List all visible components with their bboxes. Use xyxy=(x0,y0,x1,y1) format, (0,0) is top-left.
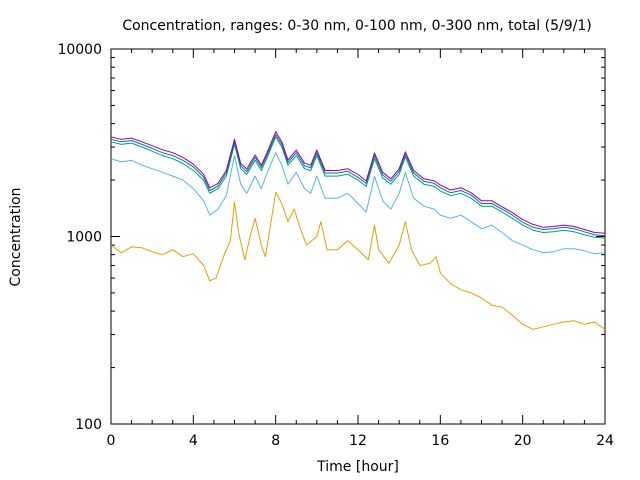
y-tick-label: 10000 xyxy=(57,42,102,58)
series-line-1 xyxy=(110,191,606,330)
x-tick-label: 24 xyxy=(596,433,614,449)
x-tick-label: 0 xyxy=(107,433,116,449)
x-tick-label: 8 xyxy=(271,433,280,449)
series-line-3 xyxy=(110,136,606,239)
x-tick-label: 16 xyxy=(431,433,449,449)
y-tick-label: 100 xyxy=(75,417,102,433)
y-axis-label: Concentration xyxy=(8,187,24,286)
axis-tick-labels: 0 4 8 12 16 20 24 100 1000 10000 xyxy=(57,42,614,449)
x-tick-label: 20 xyxy=(514,433,532,449)
x-tick-label: 12 xyxy=(349,433,367,449)
axis-ticks xyxy=(110,48,606,425)
series-line-2 xyxy=(110,152,606,255)
y-tick-label: 1000 xyxy=(66,230,102,246)
plot-frame xyxy=(110,48,606,425)
chart-title: Concentration, ranges: 0-30 nm, 0-100 nm… xyxy=(122,18,591,34)
series-line-4 xyxy=(110,134,606,237)
x-axis-label: Time [hour] xyxy=(316,459,399,475)
series-layer xyxy=(110,131,606,330)
x-tick-label: 4 xyxy=(189,433,198,449)
series-line-5 xyxy=(110,131,606,234)
